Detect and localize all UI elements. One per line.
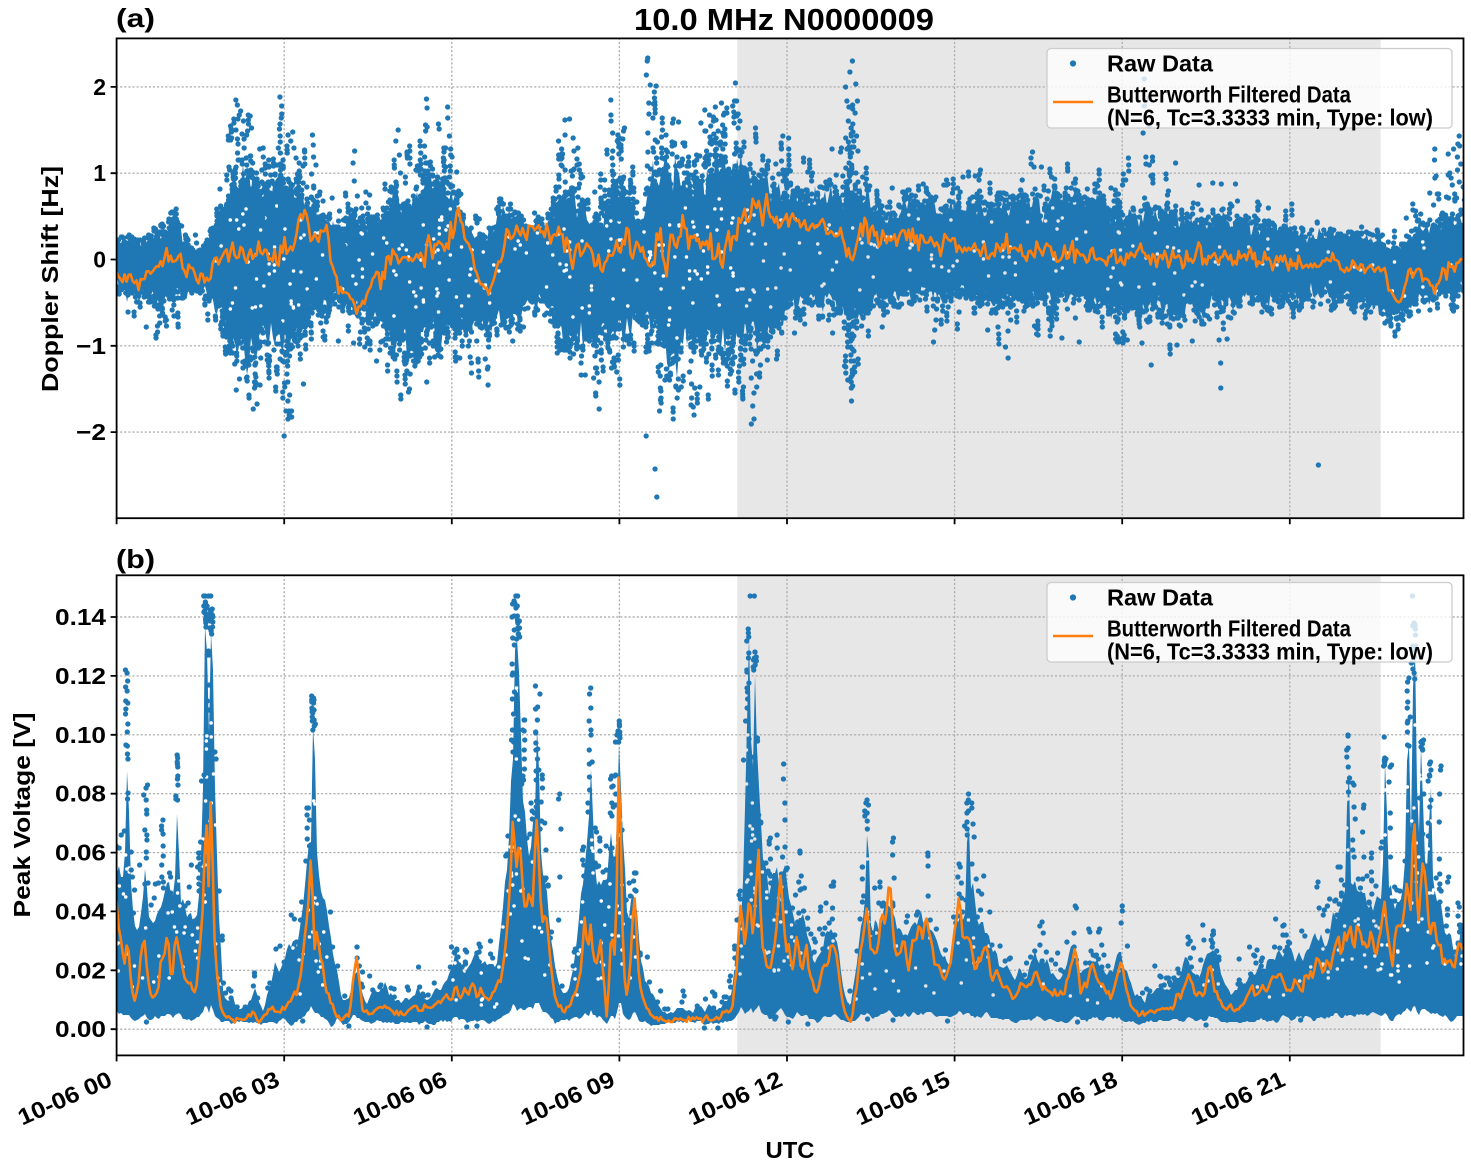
svg-text:Raw Data: Raw Data [1107,51,1213,77]
svg-text:Butterworth Filtered Data: Butterworth Filtered Data [1107,616,1351,642]
svg-text:0.08: 0.08 [55,781,106,807]
svg-text:Raw Data: Raw Data [1107,585,1213,611]
svg-text:0.02: 0.02 [55,957,106,983]
svg-text:0.06: 0.06 [55,840,106,866]
svg-text:−1: −1 [76,333,106,359]
svg-text:0.14: 0.14 [55,604,106,630]
svg-text:2: 2 [93,74,106,100]
svg-text:Doppler Shift [Hz]: Doppler Shift [Hz] [37,166,63,392]
svg-text:0: 0 [93,247,106,273]
svg-text:0.04: 0.04 [55,898,106,924]
svg-text:UTC: UTC [766,1137,815,1163]
svg-text:10.0 MHz N0000009: 10.0 MHz N0000009 [634,2,934,37]
svg-text:0.00: 0.00 [55,1016,106,1042]
svg-text:−2: −2 [76,419,106,445]
svg-text:(a): (a) [116,3,155,33]
svg-text:0.12: 0.12 [55,663,106,689]
svg-text:0.10: 0.10 [55,722,106,748]
svg-text:1: 1 [93,160,106,186]
svg-text:(N=6, Tc=3.3333 min, Type: low: (N=6, Tc=3.3333 min, Type: low) [1107,639,1433,665]
svg-text:Butterworth Filtered Data: Butterworth Filtered Data [1107,82,1351,108]
svg-text:Peak Voltage [V]: Peak Voltage [V] [9,713,35,918]
svg-text:(b): (b) [116,544,155,574]
svg-text:(N=6, Tc=3.3333 min, Type: low: (N=6, Tc=3.3333 min, Type: low) [1107,105,1433,131]
